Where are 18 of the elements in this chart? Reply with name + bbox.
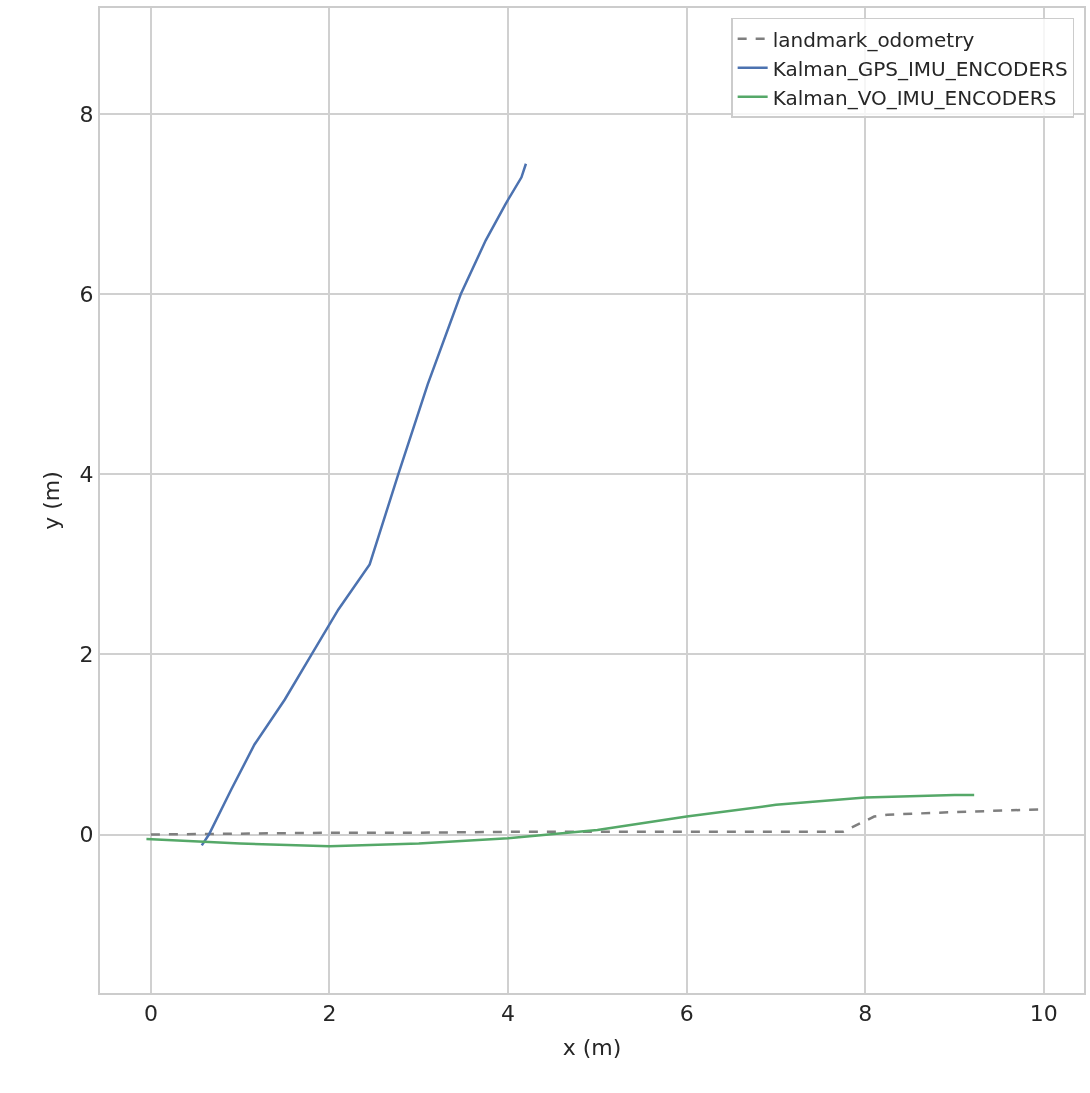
x-tick-label: 8 <box>858 1001 873 1027</box>
x-tick-label: 4 <box>501 1001 516 1027</box>
legend-label: Kalman_VO_IMU_ENCODERS <box>772 85 1057 110</box>
legend-label: Kalman_GPS_IMU_ENCODERS <box>772 56 1068 81</box>
line-series <box>145 793 976 848</box>
x-tick-label: 2 <box>322 1001 337 1027</box>
y-tick-label: 8 <box>79 101 94 127</box>
x-axis-title: x (m) <box>562 1034 622 1060</box>
x-tick-label: 10 <box>1029 1001 1058 1027</box>
y-tick-label: 2 <box>79 642 94 668</box>
y-tick-label: 6 <box>79 282 94 308</box>
line-series <box>200 162 528 847</box>
y-tick-label: 0 <box>79 822 94 848</box>
x-tick-label: 6 <box>679 1001 694 1027</box>
x-tick-label: 0 <box>143 1001 158 1027</box>
legend-label: landmark_odometry <box>772 27 975 52</box>
y-tick-label: 4 <box>79 462 94 488</box>
y-axis-title: y (m) <box>38 471 64 530</box>
